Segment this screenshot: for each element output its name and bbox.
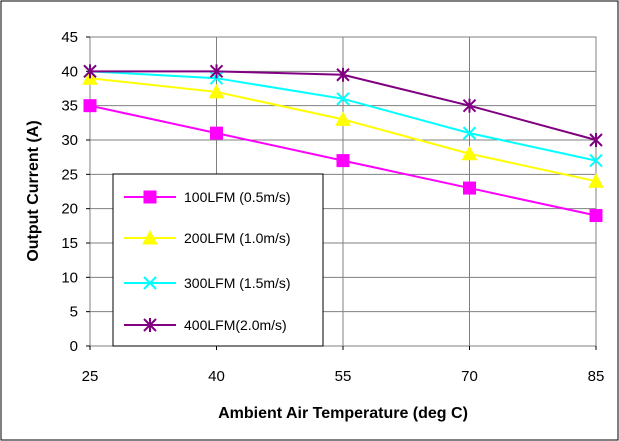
data-point [143,190,157,204]
legend-item: 100LFM (0.5m/s) [124,189,291,205]
y-tick-label: 10 [61,269,78,286]
legend-label: 200LFM (1.0m/s) [184,230,291,246]
y-axis-title: Output Current (A) [25,120,42,261]
series-group [82,64,604,223]
data-point [142,229,158,245]
data-point [83,99,97,113]
y-tick-label: 30 [61,132,78,149]
data-point [143,318,157,332]
legend-item: 300LFM (1.5m/s) [124,275,291,291]
x-tick-label: 70 [461,368,478,385]
data-point [462,126,477,140]
legend-item: 200LFM (1.0m/s) [124,229,291,246]
data-point [336,67,350,82]
y-tick-label: 5 [70,304,78,321]
y-tick-label: 45 [61,29,78,46]
data-point [336,92,350,106]
y-tick-label: 25 [61,166,78,183]
x-tick-label: 40 [208,368,225,385]
series-2 [82,70,604,188]
data-point [335,111,351,126]
legend-label: 100LFM (0.5m/s) [184,189,291,205]
x-tick-labels: 25 40 55 70 85 [82,346,605,385]
series-4 [83,64,603,147]
legend-item: 400LFM(2.0m/s) [124,317,287,333]
y-tick-label: 35 [61,98,78,115]
x-axis-title: Ambient Air Temperature (deg C) [218,405,468,422]
y-tick-label: 20 [61,201,78,218]
y-tick-label: 40 [61,63,78,80]
series-1 [83,99,603,223]
data-point [461,145,478,161]
data-point [589,133,603,147]
data-point [462,98,477,113]
y-tick-label: 15 [61,235,78,252]
x-tick-label: 55 [335,368,352,385]
legend-label: 400LFM(2.0m/s) [184,317,287,333]
data-point [589,153,603,168]
x-tick-label: 25 [82,368,99,385]
data-point [208,83,225,99]
data-point [589,209,603,223]
data-point [210,126,223,140]
data-point [143,276,157,290]
data-point [83,64,97,79]
x-tick-label: 85 [588,368,605,385]
legend: 100LFM (0.5m/s) 200LFM (1.0m/s) 300LFM (1.… [112,173,324,347]
data-point [588,173,604,188]
y-tick-labels: 0 5 10 15 20 25 30 35 40 45 [61,29,90,355]
data-point [336,154,350,168]
data-point [209,64,224,79]
legend-label: 300LFM (1.5m/s) [184,275,291,291]
y-tick-label: 0 [70,338,78,355]
data-point [463,181,476,195]
